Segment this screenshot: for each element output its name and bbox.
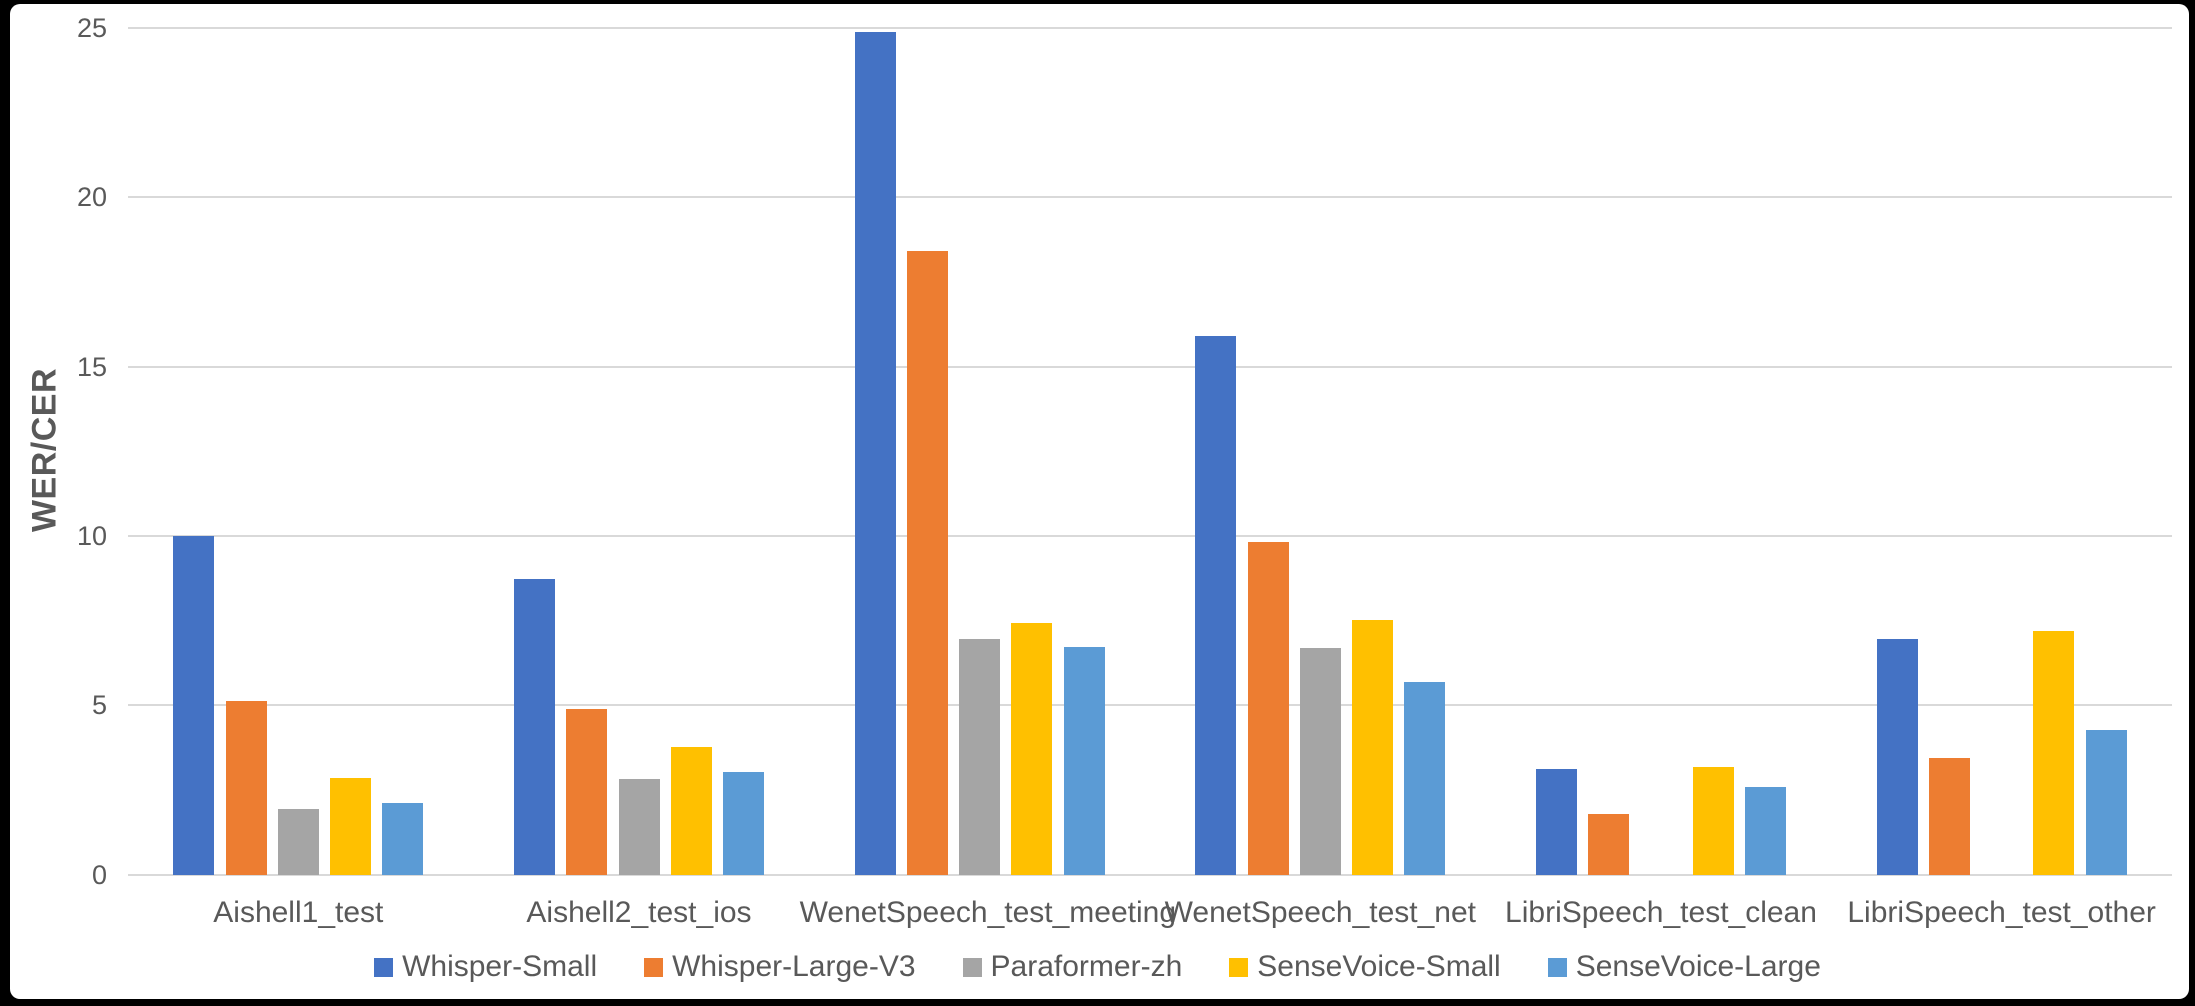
- y-tick-label-10: 10: [76, 520, 107, 551]
- x-axis-label-librispeech-test-other: LibriSpeech_test_other: [1847, 896, 2156, 929]
- bar-sensevoice-small-librispeech-test-clean: [1692, 767, 1734, 875]
- y-tick-label-25: 25: [76, 13, 107, 43]
- bar-paraformer-zh-aishell1-test: [277, 808, 319, 875]
- bar-whisper-large-v3-librispeech-test-clean: [1588, 813, 1630, 875]
- legend-item-sensevoice-small: SenseVoice-Small: [1229, 950, 1501, 984]
- bar-sensevoice-large-aishell2-test-ios: [723, 771, 765, 875]
- x-axis-label-aishell1-test: Aishell1_test: [213, 896, 384, 929]
- legend-label-whisper-small: Whisper-Small: [402, 950, 598, 983]
- y-tick-label-5: 5: [91, 690, 107, 721]
- bar-whisper-small-wenetspeech-test-net: [1195, 336, 1237, 875]
- legend-item-whisper-large-v3: Whisper-Large-V3: [644, 950, 916, 984]
- x-axis-label-wenetspeech-test-net: WenetSpeech_test_net: [1164, 896, 1476, 929]
- bar-whisper-large-v3-librispeech-test-other: [1928, 758, 1970, 875]
- legend-swatch-whisper-large-v3: [644, 957, 664, 977]
- gridline-5: [128, 704, 2172, 707]
- bar-whisper-small-aishell2-test-ios: [513, 578, 555, 875]
- legend-item-sensevoice-large: SenseVoice-Large: [1547, 950, 1821, 984]
- bar-sensevoice-small-aishell1-test: [330, 778, 372, 875]
- bar-whisper-large-v3-aishell2-test-ios: [566, 709, 608, 875]
- bar-sensevoice-large-librispeech-test-clean: [1745, 787, 1787, 875]
- bar-sensevoice-small-librispeech-test-other: [2033, 631, 2075, 875]
- gridline-10: [128, 534, 2172, 537]
- legend-label-whisper-large-v3: Whisper-Large-V3: [672, 950, 916, 983]
- bar-paraformer-zh-wenetspeech-test-meeting: [959, 638, 1001, 875]
- bar-sensevoice-large-wenetspeech-test-net: [1404, 681, 1446, 875]
- bar-sensevoice-large-aishell1-test: [382, 803, 424, 875]
- bar-whisper-small-aishell1-test: [173, 535, 215, 875]
- legend-swatch-sensevoice-large: [1547, 957, 1567, 977]
- legend-label-sensevoice-small: SenseVoice-Small: [1257, 950, 1501, 983]
- legend-item-whisper-small: Whisper-Small: [374, 950, 597, 984]
- bar-sensevoice-small-wenetspeech-test-meeting: [1011, 622, 1053, 875]
- x-axis-label-aishell2-test-ios: Aishell2_test_ios: [526, 896, 752, 929]
- bar-whisper-small-librispeech-test-clean: [1535, 768, 1577, 875]
- bar-whisper-large-v3-aishell1-test: [225, 700, 267, 875]
- legend-label-sensevoice-large: SenseVoice-Large: [1575, 950, 1821, 983]
- y-tick-label-0: 0: [91, 859, 107, 890]
- legend-swatch-sensevoice-small: [1229, 957, 1249, 977]
- bar-paraformer-zh-wenetspeech-test-net: [1299, 648, 1341, 875]
- legend-item-paraformer-zh: Paraformer-zh: [962, 950, 1183, 984]
- legend-label-paraformer-zh: Paraformer-zh: [990, 950, 1183, 983]
- legend: Whisper-Small Whisper-Large-V3 Paraformer-…: [0, 950, 2195, 984]
- bar-sensevoice-large-wenetspeech-test-meeting: [1063, 647, 1105, 875]
- bar-sensevoice-small-aishell2-test-ios: [670, 746, 712, 875]
- y-tick-label-20: 20: [76, 182, 107, 213]
- y-tick-label-15: 15: [76, 351, 107, 382]
- bar-sensevoice-small-wenetspeech-test-net: [1352, 619, 1394, 875]
- legend-swatch-paraformer-zh: [962, 957, 982, 977]
- bar-whisper-small-wenetspeech-test-meeting: [854, 32, 896, 875]
- bar-sensevoice-large-librispeech-test-other: [2085, 729, 2127, 875]
- bar-whisper-small-librispeech-test-other: [1876, 638, 1918, 875]
- gridline-15: [128, 365, 2172, 368]
- gridline-0: [128, 873, 2172, 876]
- bar-paraformer-zh-aishell2-test-ios: [618, 779, 660, 875]
- bar-whisper-large-v3-wenetspeech-test-net: [1247, 541, 1289, 875]
- bar-whisper-large-v3-wenetspeech-test-meeting: [906, 250, 948, 875]
- legend-swatch-whisper-small: [374, 957, 394, 977]
- gridline-20: [128, 196, 2172, 199]
- y-axis-title: WER/CER: [25, 367, 64, 533]
- x-axis-label-librispeech-test-clean: LibriSpeech_test_clean: [1505, 896, 1817, 929]
- gridline-25: [128, 27, 2172, 29]
- x-axis-label-wenetspeech-test-meeting: WenetSpeech_test_meeting: [799, 896, 1177, 929]
